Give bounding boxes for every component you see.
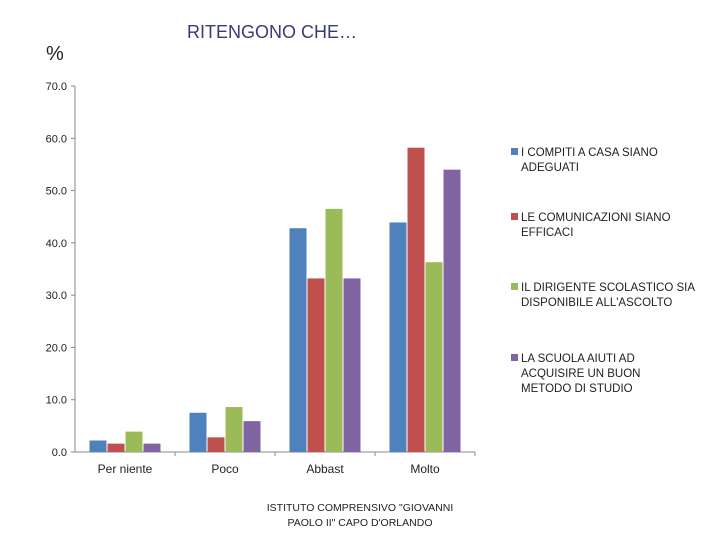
bar-3-3 [425,262,443,452]
y-tick-label: 50.0 [46,186,67,198]
bar-1-3 [389,222,407,452]
y-tick-label: 30.0 [46,290,67,302]
footer-line-2: PAOLO II" CAPO D'ORLANDO [288,517,433,529]
legend-swatch-3 [511,283,518,290]
chart-bars [89,147,476,456]
bar-4-3 [443,169,461,452]
y-tick-label: 20.0 [46,342,67,354]
y-tick-label: 70.0 [46,81,67,93]
y-tick-label: 10.0 [46,395,67,407]
x-category-label: Per niente [98,462,153,476]
bar-4-0 [143,443,161,452]
x-category-label: Molto [410,462,440,476]
legend-label-3: DISPONIBILE ALL'ASCOLTO [521,297,672,309]
legend-swatch-2 [511,213,518,220]
legend-label-4: LA SCUOLA AIUTI AD [521,353,635,365]
x-category-label: Poco [211,462,239,476]
bar-2-0 [107,443,125,452]
bar-4-1 [243,421,261,452]
legend-label-4: METODO DI STUDIO [521,383,633,395]
chart-title: RITENGONO CHE… [187,22,357,42]
bar-1-0 [89,440,107,452]
legend-swatch-4 [511,354,518,361]
chart-legend: I COMPITI A CASA SIANO ADEGUATI LE COMUNIC… [511,147,695,395]
x-axis-labels: Per niente Poco Abbast Molto [98,462,440,476]
bar-3-1 [225,407,243,452]
legend-label-3: IL DIRIGENTE SCOLASTICO SIA [521,282,695,294]
bar-3-0 [125,431,143,452]
legend-swatch-1 [511,148,518,155]
legend-label-1: ADEGUATI [521,162,579,174]
legend-label-2: LE COMUNICAZIONI SIANO [521,212,671,224]
y-tick-label: 60.0 [46,133,67,145]
y-tick-label: 40.0 [46,238,67,250]
legend-label-1: I COMPITI A CASA SIANO [521,147,658,159]
y-axis-unit-label: % [46,43,64,65]
bar-2-2 [307,278,325,452]
bar-4-2 [343,278,361,452]
legend-label-2: EFFICACI [521,227,573,239]
footer-line-1: ISTITUTO COMPRENSIVO "GIOVANNI [267,502,454,514]
bar-3-2 [325,208,343,452]
y-tick-label: 0.0 [52,447,67,459]
bar-2-1 [207,437,225,452]
bar-2-3 [407,147,425,452]
x-category-label: Abbast [306,462,344,476]
legend-label-4: ACQUISIRE UN BUON [521,368,641,380]
bar-1-1 [189,412,207,452]
bar-1-2 [289,228,307,452]
